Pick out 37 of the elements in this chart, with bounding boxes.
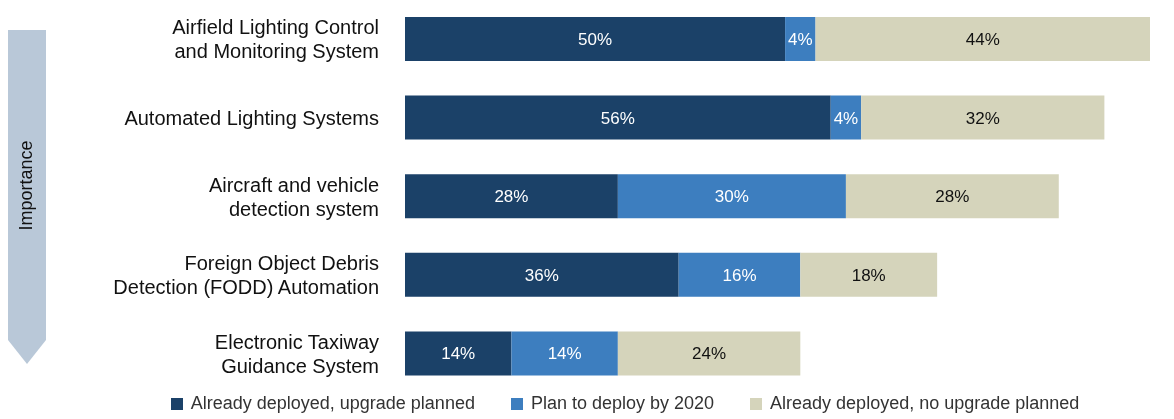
bar [861,95,1105,140]
data-label: 32% [965,108,1000,128]
data-label: 56% [600,108,635,128]
data-label: 14% [547,344,582,364]
bar [800,252,938,297]
y-tick-label: Electronic Taxiway Guidance System [214,330,379,377]
bar [845,174,1059,219]
y-axis-title: Importance [15,139,37,231]
data-label: 4% [833,108,859,128]
bar [617,331,801,376]
bar [405,252,679,297]
y-tick-label: Automated Lighting Systems [124,106,379,129]
data-label: 28% [935,187,970,207]
data-label: 24% [692,344,727,364]
data-label: 44% [965,30,1000,50]
bar [405,95,831,140]
bar [511,331,618,376]
bar [678,252,801,297]
data-label: 14% [441,344,476,364]
data-label: 30% [714,187,749,207]
data-label: 16% [722,265,757,285]
data-label: 18% [851,265,886,285]
legend-label: Already deployed, upgrade planned [189,393,475,414]
data-label: 36% [524,265,559,285]
bar [815,17,1150,61]
legend-label: Already deployed, no upgrade planned [769,393,1080,414]
data-label: 4% [788,30,813,50]
bar [405,174,618,219]
legend-label: Plan to deploy by 2020 [529,393,715,414]
bar [405,17,786,61]
data-label: 28% [494,187,529,207]
bar [617,174,846,219]
y-tick-label: Aircraft and vehicle detection system [208,173,379,220]
bar [405,331,512,376]
data-label: 50% [578,30,613,50]
y-tick-label: Foreign Object Debris Detection (FODD) Automation [113,252,379,299]
y-tick-label: Airfield Lighting Control and Monitoring System [172,16,379,63]
